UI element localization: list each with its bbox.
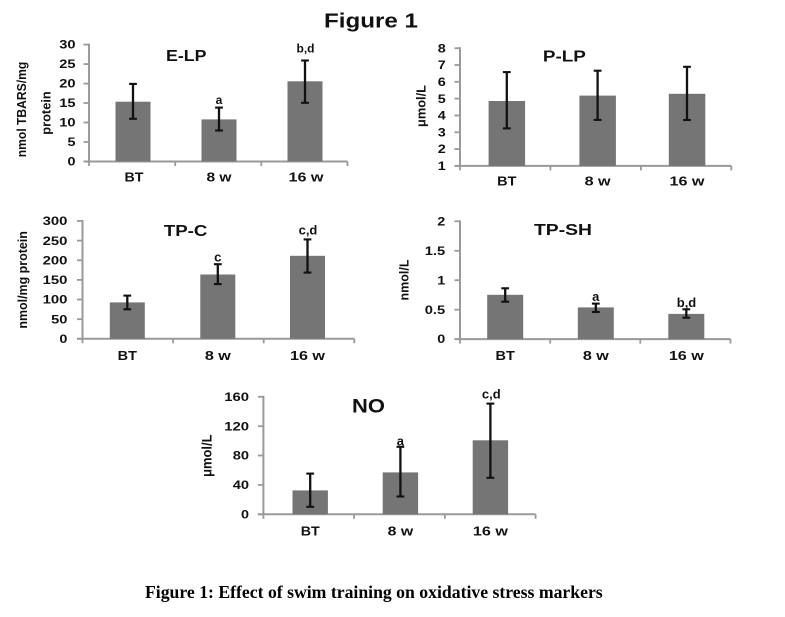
- svg-text:BT: BT: [497, 174, 517, 188]
- svg-text:150: 150: [43, 274, 68, 287]
- svg-text:8 w: 8 w: [585, 175, 612, 189]
- svg-text:1.5: 1.5: [425, 244, 446, 257]
- svg-text:2: 2: [437, 215, 445, 228]
- svg-text:μmol/L: μmol/L: [414, 85, 429, 127]
- svg-text:8 w: 8 w: [583, 349, 610, 363]
- svg-text:15: 15: [59, 97, 75, 110]
- svg-text:3: 3: [438, 126, 446, 139]
- svg-text:16 w: 16 w: [290, 349, 326, 363]
- svg-text:b,d: b,d: [297, 41, 315, 55]
- svg-text:5: 5: [438, 92, 446, 105]
- svg-text:a: a: [216, 93, 223, 107]
- svg-text:0: 0: [67, 155, 75, 168]
- svg-text:30: 30: [59, 38, 75, 51]
- svg-text:8 w: 8 w: [207, 170, 232, 184]
- svg-text:16 w: 16 w: [669, 349, 705, 363]
- svg-text:8 w: 8 w: [388, 525, 415, 539]
- svg-text:b,d: b,d: [677, 295, 697, 310]
- svg-text:c,d: c,d: [299, 223, 318, 238]
- svg-text:16 w: 16 w: [670, 175, 706, 189]
- svg-text:0: 0: [437, 333, 445, 346]
- svg-text:1: 1: [437, 274, 445, 287]
- svg-text:0.5: 0.5: [425, 303, 446, 316]
- svg-text:40: 40: [233, 479, 249, 492]
- svg-text:16 w: 16 w: [473, 525, 509, 539]
- svg-text:25: 25: [59, 58, 75, 71]
- svg-text:80: 80: [233, 449, 249, 462]
- svg-text:4: 4: [438, 109, 447, 122]
- svg-text:BT: BT: [301, 524, 321, 538]
- svg-text:300: 300: [43, 215, 68, 228]
- svg-text:7: 7: [438, 59, 446, 72]
- svg-text:nmol TBARS/mg: nmol TBARS/mg: [15, 62, 29, 157]
- svg-text:P-LP: P-LP: [543, 47, 586, 65]
- svg-text:a: a: [397, 434, 405, 449]
- svg-text:120: 120: [224, 420, 249, 433]
- svg-text:160: 160: [224, 391, 249, 404]
- svg-text:0: 0: [241, 508, 249, 521]
- svg-text:200: 200: [43, 254, 68, 267]
- svg-text:0: 0: [59, 332, 67, 345]
- svg-text:8: 8: [438, 42, 446, 55]
- svg-text:Figure 1: Figure 1: [324, 9, 418, 32]
- svg-text:a: a: [592, 289, 600, 304]
- svg-text:nmol/L: nmol/L: [396, 259, 411, 300]
- svg-text:μmol/L: μmol/L: [199, 434, 214, 476]
- svg-text:100: 100: [43, 293, 68, 306]
- svg-text:6: 6: [438, 75, 446, 88]
- svg-text:TP-C: TP-C: [164, 221, 208, 239]
- svg-text:protein: protein: [40, 91, 54, 134]
- svg-text:BT: BT: [125, 170, 145, 184]
- svg-text:c,d: c,d: [482, 386, 501, 401]
- svg-text:nmol/mg protein: nmol/mg protein: [16, 231, 30, 328]
- svg-text:E-LP: E-LP: [166, 47, 206, 65]
- svg-text:50: 50: [51, 313, 67, 326]
- svg-text:2: 2: [438, 143, 446, 156]
- svg-text:20: 20: [59, 77, 75, 90]
- svg-text:10: 10: [59, 116, 75, 129]
- svg-text:250: 250: [43, 234, 68, 247]
- svg-text:c: c: [214, 249, 221, 264]
- svg-text:NO: NO: [352, 396, 385, 418]
- svg-text:BT: BT: [118, 349, 138, 363]
- svg-text:1: 1: [438, 159, 446, 172]
- svg-text:8 w: 8 w: [205, 349, 232, 363]
- svg-text:BT: BT: [496, 349, 516, 363]
- svg-text:5: 5: [67, 136, 75, 149]
- svg-text:16 w: 16 w: [289, 171, 325, 185]
- svg-text:TP-SH: TP-SH: [534, 221, 592, 239]
